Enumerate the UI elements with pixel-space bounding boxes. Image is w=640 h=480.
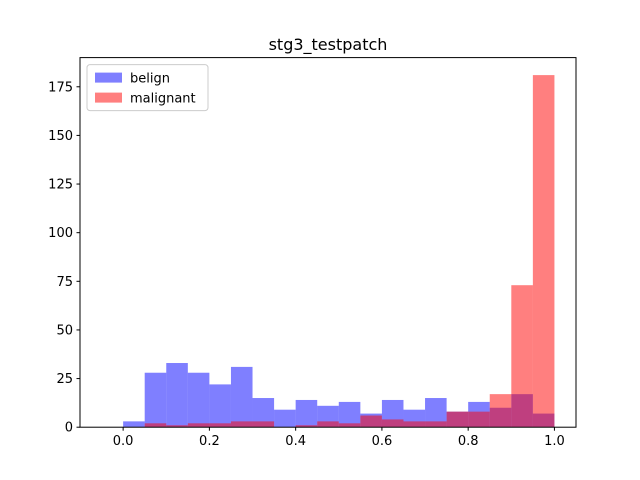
- malignant-bar: [295, 425, 318, 428]
- y-tick-label: 125: [48, 178, 73, 193]
- belign-bar: [295, 399, 318, 428]
- malignant-bar: [360, 415, 382, 428]
- malignant-bar: [403, 421, 426, 428]
- plot-frame: [79, 57, 577, 428]
- malignant-bar: [425, 421, 447, 428]
- belign-bar: [338, 401, 361, 428]
- x-tick-label: 0.6: [372, 434, 393, 449]
- belign-legend-label: belign: [130, 72, 170, 87]
- x-tick-label: 0.4: [285, 434, 306, 449]
- malignant-bar: [252, 421, 275, 428]
- malignant-bar: [511, 285, 533, 428]
- belign-bar: [166, 363, 188, 428]
- malignant-bar: [230, 421, 253, 428]
- belign-bar: [425, 398, 447, 428]
- y-tick-label: 75: [56, 275, 73, 290]
- malignant-bar: [381, 419, 404, 428]
- malignant-bar: [532, 75, 555, 428]
- x-axis: 0.0 0.2 0.4 0.6 0.8 1.0: [113, 427, 565, 449]
- chart-title: stg3_testpatch: [269, 35, 388, 55]
- y-tick-label: 175: [48, 80, 73, 95]
- y-axis: 0 25 50 75 100 125 150 175: [48, 80, 80, 436]
- malignant-bar: [489, 394, 512, 428]
- malignant-bar: [338, 423, 361, 428]
- y-tick-label: 25: [56, 372, 73, 387]
- belign-bar: [187, 372, 210, 428]
- bars-layer: [123, 75, 555, 428]
- malignant-bar: [468, 411, 490, 428]
- malignant-legend-label: malignant: [130, 92, 196, 107]
- belign-bar: [252, 398, 275, 428]
- malignant-bar: [187, 423, 210, 428]
- x-tick-label: 0.8: [458, 434, 479, 449]
- y-tick-label: 150: [48, 129, 73, 144]
- malignant-bar: [166, 425, 188, 428]
- malignant-legend-swatch: [95, 92, 122, 103]
- belign-bar: [144, 372, 167, 428]
- legend: belign malignant: [86, 64, 209, 112]
- y-tick-label: 50: [56, 323, 73, 338]
- belign-bar: [274, 409, 296, 428]
- belign-bar: [230, 366, 253, 428]
- x-tick-label: 1.0: [544, 434, 565, 449]
- y-tick-label: 100: [48, 226, 73, 241]
- x-tick-label: 0.0: [113, 434, 134, 449]
- malignant-bar: [209, 423, 231, 428]
- belign-bar: [123, 421, 145, 428]
- belign-bar: [209, 384, 231, 428]
- malignant-bar: [317, 421, 339, 428]
- malignant-bar: [144, 423, 167, 428]
- y-tick-label: 0: [65, 421, 73, 436]
- x-tick-label: 0.2: [199, 434, 220, 449]
- malignant-bar: [446, 411, 469, 428]
- belign-legend-swatch: [95, 72, 122, 83]
